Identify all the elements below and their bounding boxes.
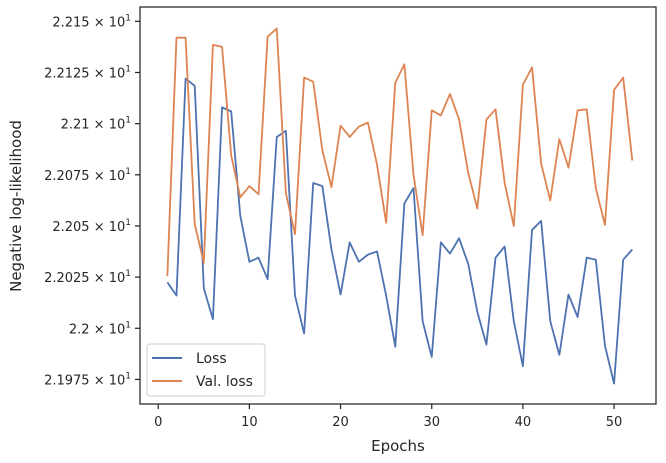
plot-frame xyxy=(139,6,657,405)
x-axis-ticks: 0 10 20 30 40 50 xyxy=(154,404,622,430)
y-tick-label: 2.2025 × 101 xyxy=(44,269,131,286)
y-tick-label: 2.2 × 101 xyxy=(69,320,131,337)
y-axis-ticks: 2.1975 × 101 2.2 × 101 2.2025 × 101 2.205 ×… xyxy=(44,13,140,388)
legend-label-loss: Loss xyxy=(196,351,227,367)
x-tick-label: 40 xyxy=(515,415,532,430)
x-axis-label: Epochs xyxy=(371,437,425,455)
y-tick-label: 2.215 × 101 xyxy=(52,13,131,30)
series-line-loss xyxy=(166,77,633,385)
y-tick-label: 2.2075 × 101 xyxy=(44,167,131,184)
series-line-val-loss xyxy=(166,27,634,277)
series-lines xyxy=(166,27,634,385)
y-tick-label: 2.21 × 101 xyxy=(61,116,131,133)
legend: Loss Val. loss xyxy=(146,343,266,397)
y-tick-label: 2.2125 × 101 xyxy=(44,64,131,81)
x-tick-label: 20 xyxy=(332,415,349,430)
y-tick-label: 2.1975 × 101 xyxy=(44,371,131,388)
y-tick-label: 2.205 × 101 xyxy=(52,218,131,235)
y-axis-label: Negative log-likelihood xyxy=(7,120,25,292)
x-tick-label: 50 xyxy=(606,415,623,430)
x-tick-label: 0 xyxy=(154,415,162,430)
x-tick-label: 30 xyxy=(423,415,440,430)
x-tick-label: 10 xyxy=(241,415,258,430)
legend-label-val-loss: Val. loss xyxy=(196,374,253,390)
